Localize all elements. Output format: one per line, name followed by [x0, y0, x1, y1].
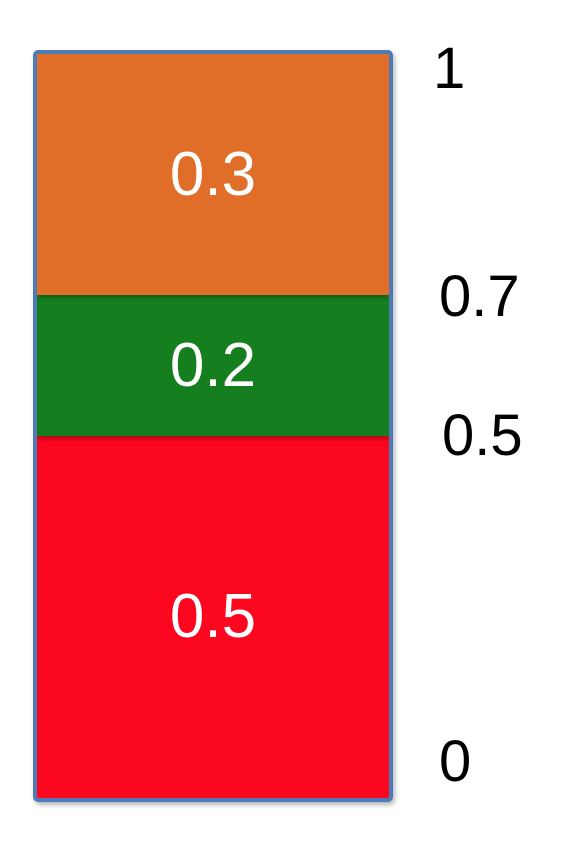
segment-top-label: 0.3: [169, 139, 257, 209]
scale-label-upper-boundary: 0.7: [439, 264, 520, 329]
segment-bottom: 0.5: [37, 436, 389, 798]
scale-label-bottom: 0: [439, 729, 472, 794]
segment-top: 0.3: [37, 54, 389, 295]
scale-label-lower-boundary: 0.5: [442, 403, 523, 468]
segment-bottom-label: 0.5: [169, 582, 257, 651]
probability-bar: 0.3 0.2 0.5: [33, 50, 393, 802]
segment-middle: 0.2: [37, 295, 389, 436]
segment-middle-label: 0.2: [169, 330, 257, 400]
scale-label-top: 1: [433, 36, 466, 101]
